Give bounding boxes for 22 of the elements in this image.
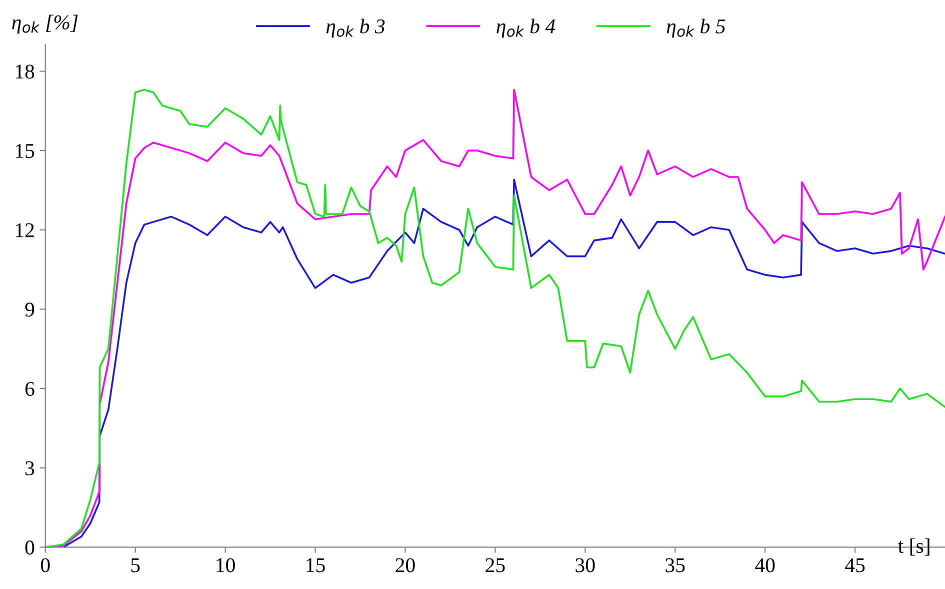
- legend-label: η$_{ok}$ b 4: [496, 18, 556, 38]
- x-tick-label: 15: [306, 558, 325, 572]
- x-tick-label: 5: [131, 558, 140, 572]
- legend-label: η$_{ok}$ b 5: [666, 18, 726, 38]
- y-tick-label: 9: [25, 302, 34, 317]
- y-axis-title: η$_{ok}$ [%]: [12, 14, 78, 34]
- x-tick-label: 45: [845, 558, 865, 572]
- x-tick-label: 10: [216, 558, 235, 572]
- x-tick-label: 25: [486, 558, 505, 572]
- x-tick-label: 20: [396, 558, 415, 572]
- y-tick-label: 3: [26, 461, 34, 476]
- x-tick-label: 30: [576, 558, 595, 572]
- y-tick-label: 18: [16, 64, 34, 79]
- legend-label: η$_{ok}$ b 3: [326, 18, 385, 38]
- y-tick-label: 15: [16, 144, 34, 158]
- x-tick-label: 40: [755, 558, 775, 572]
- x-axis-title: t [s]: [898, 538, 930, 556]
- y-tick-label: 12: [16, 223, 34, 238]
- y-tick-label: 6: [25, 382, 34, 396]
- x-tick-label: 0: [40, 558, 50, 572]
- y-tick-label: 0: [25, 540, 34, 555]
- x-tick-label: 35: [666, 558, 685, 572]
